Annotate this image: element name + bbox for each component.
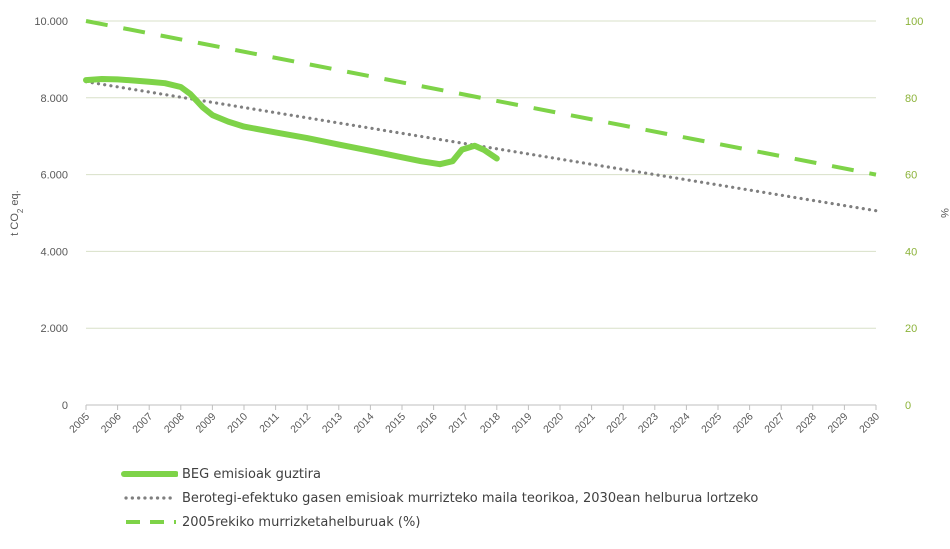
series-line-reduction-targets bbox=[85, 19, 877, 177]
left-y-axis-ticks: 0 2.000 4.000 6.000 8.000 10.000 bbox=[34, 16, 68, 412]
x-tick-label: 2020 bbox=[541, 411, 566, 436]
x-tick-label: 2027 bbox=[762, 411, 787, 436]
y2-tick-label: 100 bbox=[905, 16, 923, 28]
x-tick-label: 2010 bbox=[225, 411, 250, 436]
x-tick-label: 2015 bbox=[383, 411, 408, 436]
x-tick-label: 2011 bbox=[257, 411, 282, 436]
y2-tick-label: 20 bbox=[905, 323, 917, 335]
y-tick-label: 8.000 bbox=[40, 93, 68, 105]
emissions-chart: 0 2.000 4.000 6.000 8.000 10.000 0 20 40 60 80 100… bbox=[9, 16, 950, 436]
right-y-axis-ticks: 0 20 40 60 80 100 bbox=[905, 16, 923, 412]
legend-swatch-dashed bbox=[126, 520, 176, 524]
left-y-axis-title: t CO2 eq. bbox=[9, 190, 25, 235]
legend-swatch-dotted bbox=[124, 496, 178, 500]
legend-label-reduction-targets: 2005rekiko murrizketahelburuak (%) bbox=[182, 514, 421, 530]
x-tick-label: 2025 bbox=[699, 411, 724, 436]
x-tick-label: 2008 bbox=[162, 411, 187, 436]
y-tick-label: 10.000 bbox=[34, 16, 68, 28]
y2-tick-label: 80 bbox=[905, 93, 917, 105]
x-tick-label: 2018 bbox=[478, 411, 503, 436]
legend: BEG emisioak guztira Berotegi-efektuko g… bbox=[120, 462, 758, 534]
x-tick-label: 2017 bbox=[446, 411, 471, 436]
x-tick-label: 2023 bbox=[636, 411, 661, 436]
legend-swatch-solid bbox=[121, 471, 178, 477]
y2-tick-label: 60 bbox=[905, 170, 917, 182]
x-tick-label: 2029 bbox=[826, 411, 851, 436]
series-line-total-emissions bbox=[83, 76, 500, 168]
x-tick-label: 2006 bbox=[99, 411, 124, 436]
y-tick-label: 4.000 bbox=[40, 246, 68, 258]
gridlines bbox=[86, 20, 876, 406]
legend-label-theoretical-reduction: Berotegi-efektuko gasen emisioak murrizt… bbox=[182, 490, 759, 506]
x-tick-label: 2016 bbox=[415, 411, 440, 436]
legend-item-theoretical-reduction: Berotegi-efektuko gasen emisioak murrizt… bbox=[120, 486, 758, 510]
series-lines bbox=[83, 19, 878, 213]
x-tick-label: 2022 bbox=[604, 411, 629, 436]
x-tick-label: 2028 bbox=[794, 411, 819, 436]
y-tick-label: 6.000 bbox=[40, 170, 68, 182]
x-tick-label: 2005 bbox=[67, 411, 92, 436]
x-tick-label: 2026 bbox=[731, 411, 756, 436]
x-axis-ticks: 2005 2006 2007 2008 2009 2010 2011 2012 2013 2014… bbox=[67, 405, 882, 436]
x-tick-label: 2030 bbox=[857, 411, 882, 436]
y2-tick-label: 40 bbox=[905, 246, 917, 258]
legend-item-total-emissions: BEG emisioak guztira bbox=[120, 462, 758, 486]
x-tick-label: 2009 bbox=[194, 411, 219, 436]
legend-item-reduction-targets: 2005rekiko murrizketahelburuak (%) bbox=[120, 510, 758, 534]
x-tick-label: 2019 bbox=[510, 411, 535, 436]
x-tick-label: 2012 bbox=[288, 411, 313, 436]
x-tick-label: 2024 bbox=[668, 411, 693, 436]
legend-label-total-emissions: BEG emisioak guztira bbox=[182, 466, 321, 482]
x-tick-label: 2014 bbox=[352, 411, 377, 436]
y2-tick-label: 0 bbox=[905, 400, 911, 412]
series-line-theoretical-reduction bbox=[84, 80, 878, 213]
x-tick-label: 2013 bbox=[320, 411, 345, 436]
x-tick-label: 2007 bbox=[130, 411, 155, 436]
right-y-axis-title: % bbox=[938, 208, 950, 218]
y-tick-label: 0 bbox=[62, 400, 68, 412]
x-tick-label: 2021 bbox=[573, 411, 598, 436]
y-tick-label: 2.000 bbox=[40, 323, 68, 335]
